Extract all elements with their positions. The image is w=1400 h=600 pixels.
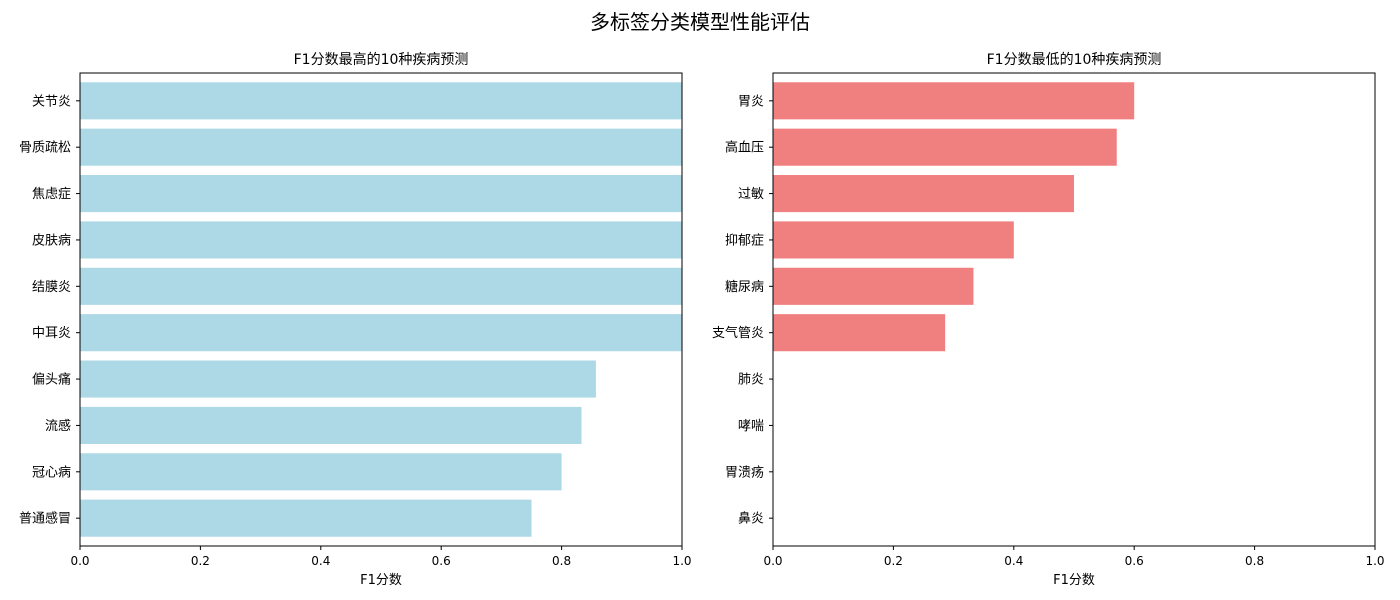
bar-关节炎 <box>80 82 682 120</box>
bar-抑郁症 <box>773 221 1014 259</box>
bar-过敏 <box>773 175 1074 213</box>
axes-frame <box>79 72 683 547</box>
x-axis-label: F1分数 <box>360 573 402 588</box>
subplot-2: F1分数最低的10种疾病预测胃炎高血压过敏抑郁症糖尿病支气管炎肺炎哮喘胃溃疡鼻炎… <box>712 52 1385 588</box>
bar-焦虑症 <box>80 175 682 213</box>
bar-冠心病 <box>80 453 562 491</box>
bar-高血压 <box>773 128 1117 166</box>
y-tick-label: 糖尿病 <box>725 279 764 295</box>
y-tick-label: 中耳炎 <box>32 326 71 341</box>
bar-流感 <box>80 406 582 444</box>
subplot-title: F1分数最低的10种疾病预测 <box>987 52 1162 68</box>
y-tick-label: 焦虑症 <box>32 187 71 202</box>
bar-普通感冒 <box>80 499 532 537</box>
x-tick-label: 0.4 <box>311 554 330 568</box>
y-tick-label: 骨质疏松 <box>19 141 71 156</box>
bar-支气管炎 <box>773 314 946 352</box>
bar-骨质疏松 <box>80 128 682 166</box>
x-tick-label: 1.0 <box>672 554 691 568</box>
subplot-1: F1分数最高的10种疾病预测关节炎骨质疏松焦虑症皮肤病结膜炎中耳炎偏头痛流感冠心… <box>19 51 692 588</box>
axes-frame <box>772 72 1376 547</box>
x-tick-label: 0.4 <box>1004 554 1023 568</box>
x-axis-label: F1分数 <box>1053 573 1095 588</box>
bar-皮肤病 <box>80 221 682 259</box>
x-tick-label: 0.0 <box>70 554 89 568</box>
x-tick-label: 0.6 <box>1125 554 1144 568</box>
y-tick-label: 结膜炎 <box>32 280 71 295</box>
bar-糖尿病 <box>773 267 974 305</box>
x-tick-label: 0.0 <box>763 554 782 568</box>
x-tick-label: 0.8 <box>552 554 571 568</box>
bar-中耳炎 <box>80 314 682 352</box>
y-tick-label: 冠心病 <box>32 465 71 480</box>
y-tick-label: 过敏 <box>738 187 764 202</box>
y-tick-label: 流感 <box>45 418 71 434</box>
y-tick-label: 关节炎 <box>32 94 71 109</box>
y-tick-label: 胃炎 <box>738 94 764 109</box>
y-tick-label: 鼻炎 <box>738 511 764 527</box>
x-tick-label: 0.2 <box>191 554 210 568</box>
x-tick-label: 0.8 <box>1245 554 1264 568</box>
y-tick-label: 偏头痛 <box>32 372 71 388</box>
subplot-title: F1分数最高的10种疾病预测 <box>294 51 469 68</box>
y-tick-label: 哮喘 <box>738 418 764 434</box>
y-tick-label: 支气管炎 <box>712 325 764 341</box>
y-tick-label: 胃溃疡 <box>725 465 764 480</box>
y-tick-label: 普通感冒 <box>19 511 71 527</box>
x-tick-label: 0.6 <box>432 554 451 568</box>
y-tick-label: 抑郁症 <box>725 233 764 248</box>
y-tick-label: 肺炎 <box>738 373 764 388</box>
x-tick-label: 1.0 <box>1365 554 1384 568</box>
bar-偏头痛 <box>80 360 596 398</box>
bar-结膜炎 <box>80 267 682 305</box>
bar-胃炎 <box>773 82 1135 120</box>
y-tick-label: 皮肤病 <box>32 233 71 248</box>
figure-title: 多标签分类模型性能评估 <box>590 10 810 34</box>
x-tick-label: 0.2 <box>884 554 903 568</box>
y-tick-label: 高血压 <box>725 140 764 156</box>
